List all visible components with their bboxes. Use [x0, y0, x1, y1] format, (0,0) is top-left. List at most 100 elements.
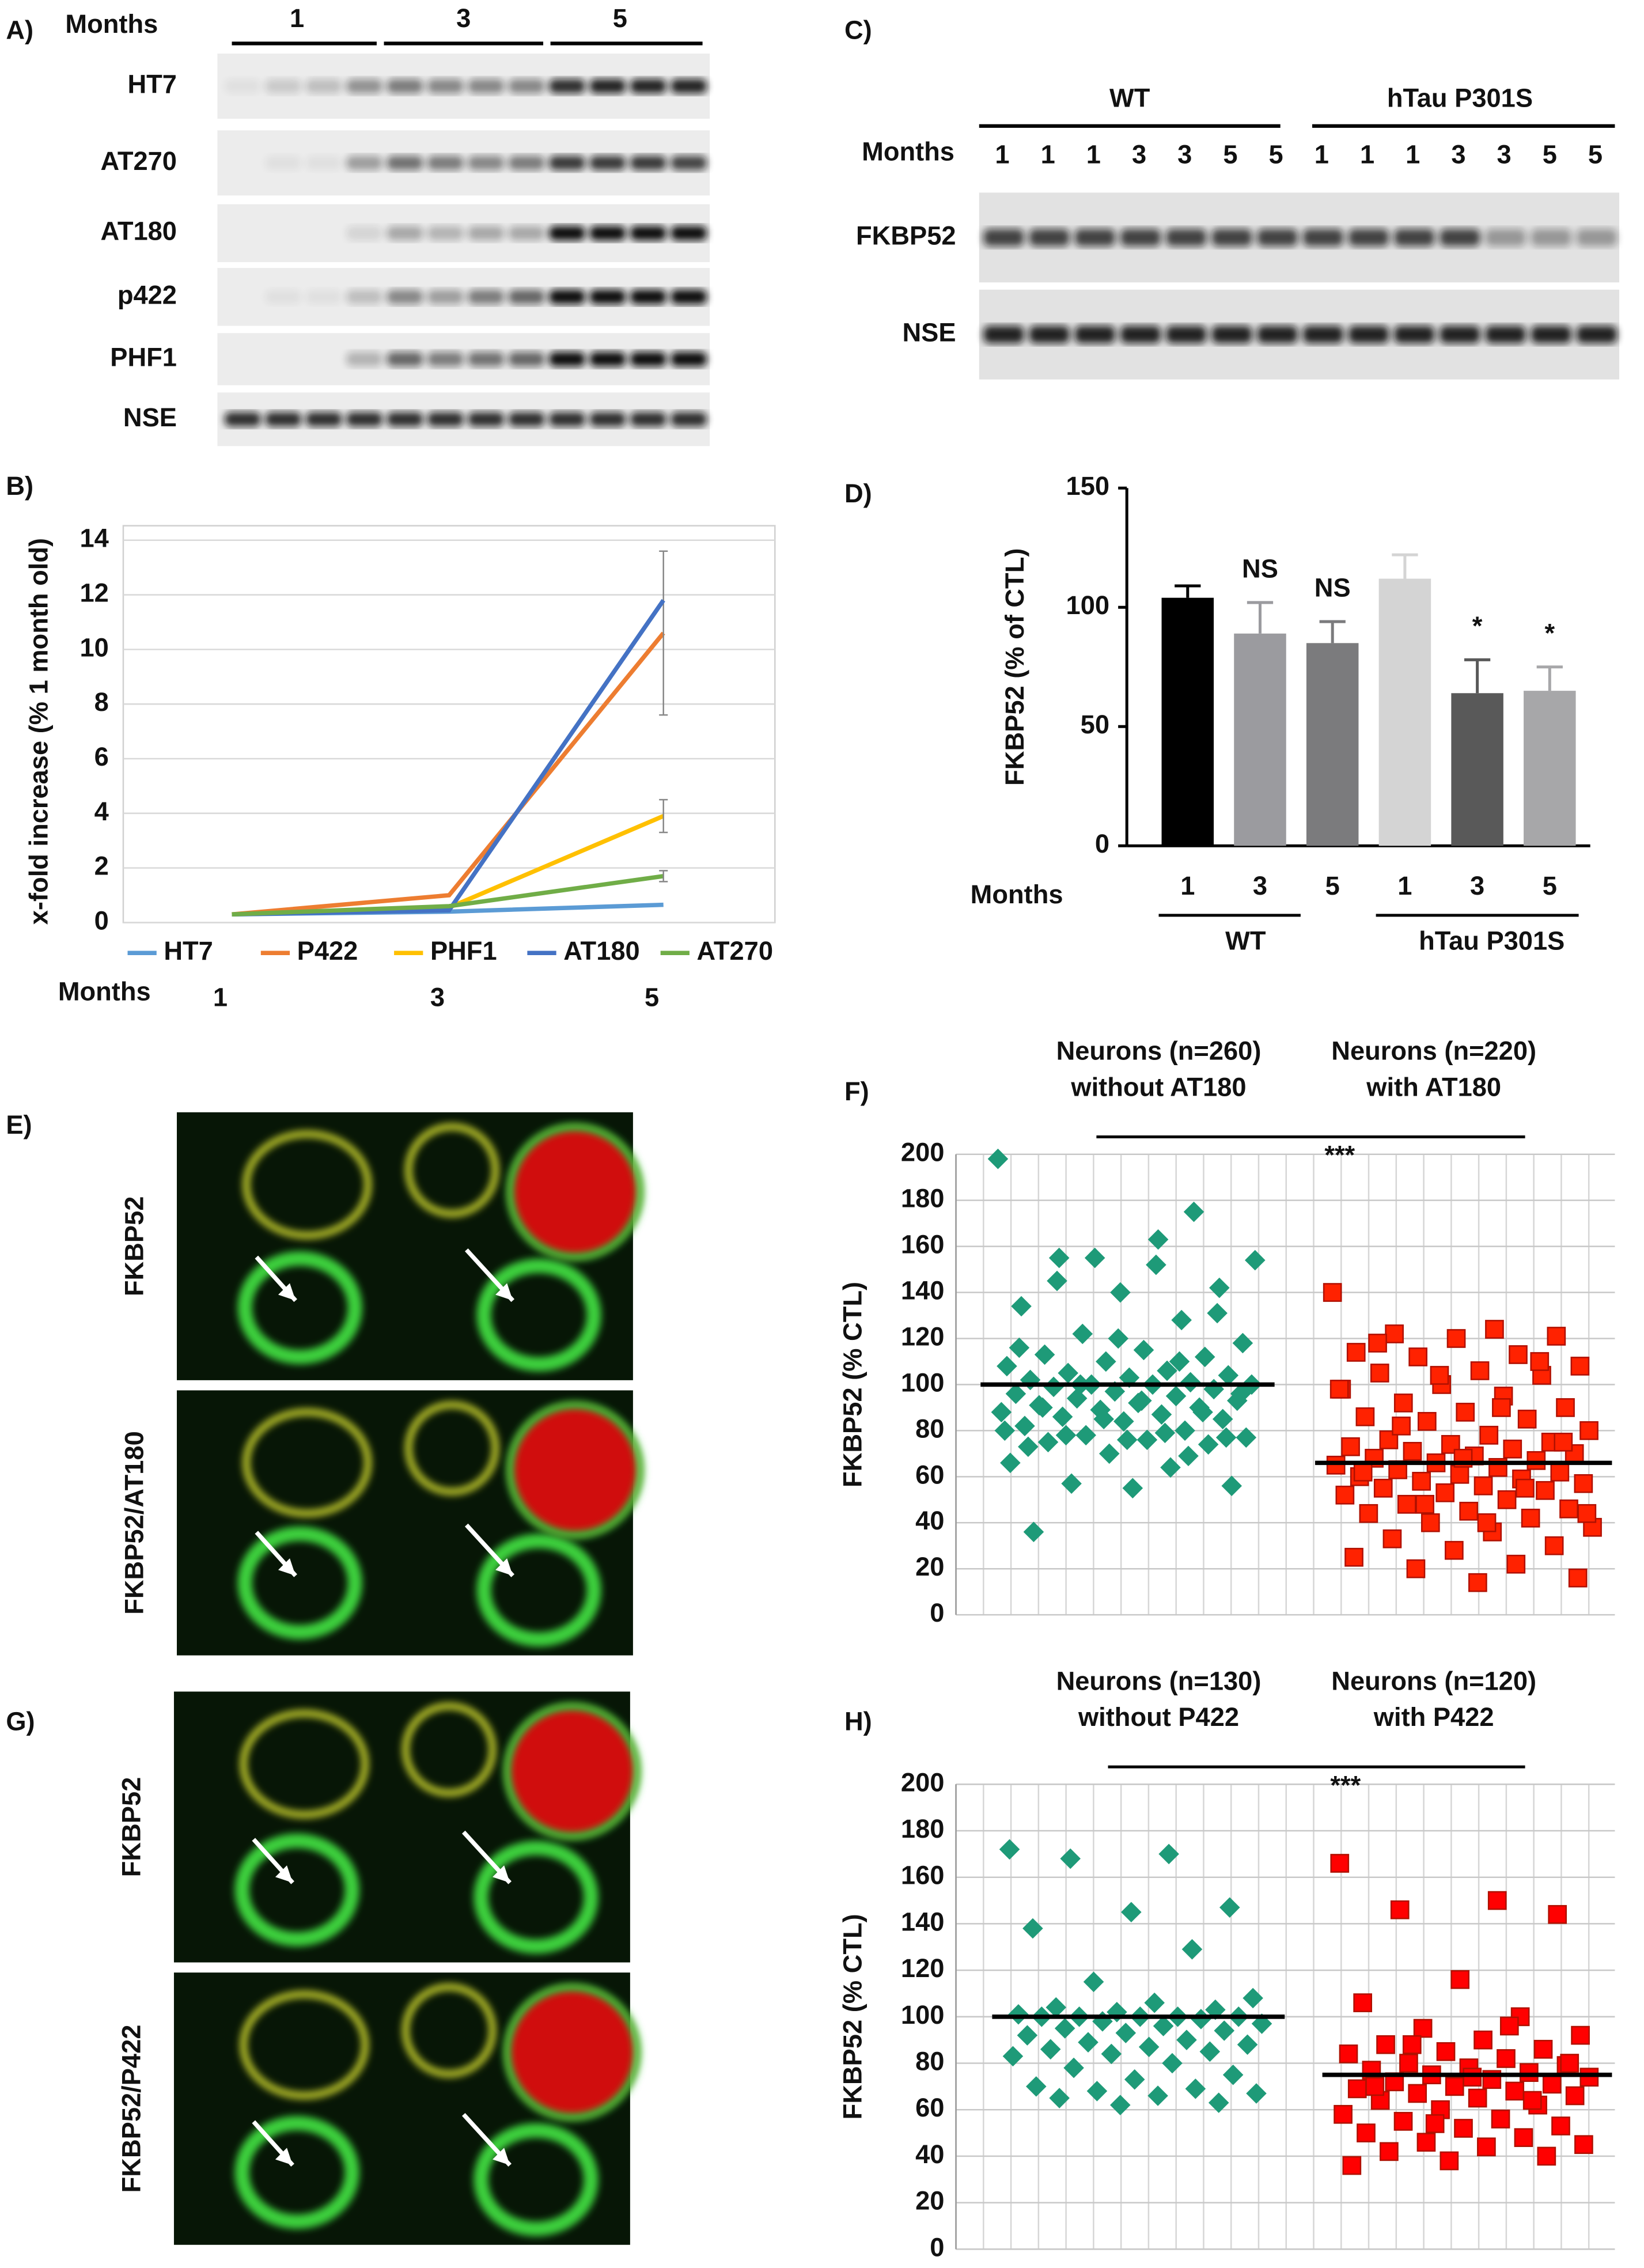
point [1169, 1351, 1190, 1372]
point [1000, 1452, 1021, 1474]
point [1335, 1485, 1355, 1505]
band [427, 79, 464, 94]
band [265, 289, 302, 304]
row-label: FKBP52 [856, 221, 956, 250]
lane-label: 3 [1132, 139, 1146, 169]
green-cell [401, 1702, 497, 1797]
band [549, 289, 585, 304]
point [1212, 1408, 1233, 1430]
point [1385, 1324, 1404, 1343]
point [1198, 1434, 1219, 1455]
point [1133, 1339, 1154, 1361]
plot-frame [122, 525, 776, 923]
band [508, 351, 545, 367]
band [589, 351, 626, 367]
green-cell [234, 2116, 359, 2229]
error-bar [1247, 601, 1274, 634]
band [305, 289, 342, 304]
point [994, 1420, 1016, 1441]
band [671, 289, 707, 304]
band [1074, 229, 1116, 247]
point [1222, 2064, 1244, 2085]
row-label: FKBP52/P422 [117, 2025, 146, 2193]
band [549, 412, 585, 427]
point [1180, 1372, 1201, 1393]
point [1084, 1247, 1105, 1269]
green-cell [243, 1408, 372, 1517]
green-cell [506, 1401, 644, 1539]
band [589, 79, 626, 94]
y-tick-label: 40 [915, 1506, 944, 1535]
panel-label: C) [844, 15, 872, 44]
row-label: AT270 [101, 146, 177, 176]
point [1330, 1854, 1350, 1873]
point [1473, 1476, 1493, 1495]
lane-label: 3 [1451, 139, 1465, 169]
band [983, 229, 1024, 247]
point [1477, 2137, 1496, 2157]
point [1440, 2151, 1459, 2171]
panel-label: B) [6, 471, 33, 501]
point [1450, 1464, 1469, 1484]
lane-label: 3 [1497, 139, 1512, 169]
point [1075, 1425, 1096, 1446]
point [1178, 1445, 1199, 1467]
point [1055, 1425, 1077, 1446]
band [1257, 229, 1298, 247]
group-label: without P422 [1078, 1702, 1239, 1732]
point [1005, 1383, 1026, 1404]
point [1353, 1462, 1373, 1482]
point [1144, 1992, 1165, 2013]
annotation: NS [1242, 554, 1278, 584]
row-label: FKBP52 [120, 1197, 149, 1297]
band [671, 156, 707, 171]
band [387, 289, 423, 304]
band [346, 289, 382, 304]
point [1078, 2032, 1098, 2053]
point [1034, 1344, 1055, 1365]
point [1399, 2054, 1418, 2073]
legend-label: P422 [297, 936, 358, 965]
lane-label: 5 [1223, 139, 1237, 169]
point [1040, 2039, 1061, 2060]
point [1122, 1478, 1143, 1499]
lane-label: 3 [1177, 139, 1192, 169]
point [1353, 1993, 1373, 2012]
group-label: hTau P301S [1387, 83, 1533, 112]
point [1533, 2039, 1553, 2059]
band [346, 412, 382, 427]
x-tick-label: 5 [1325, 871, 1340, 900]
point [1026, 2076, 1047, 2097]
bar [1524, 691, 1576, 846]
point [1232, 1332, 1253, 1354]
point [1406, 1559, 1426, 1578]
red-cell [507, 1706, 638, 1837]
point [1326, 1455, 1346, 1475]
band [1211, 229, 1252, 247]
point [1110, 1282, 1131, 1303]
point [1415, 1494, 1434, 1514]
green-cell [506, 1123, 644, 1261]
point [1537, 2146, 1556, 2166]
band [427, 289, 464, 304]
panel-label: G) [6, 1707, 35, 1736]
arrow-head [493, 1865, 510, 1883]
point [1436, 2042, 1456, 2061]
point [1046, 1997, 1067, 2018]
error-bar [1175, 584, 1201, 598]
y-tick-label: 6 [94, 742, 109, 771]
point [1162, 2053, 1183, 2074]
green-cell [404, 1401, 499, 1495]
point [1450, 1970, 1470, 1989]
point [1370, 1364, 1389, 1383]
point [1445, 1540, 1464, 1560]
band [387, 79, 423, 94]
lane-label: 1 [1406, 139, 1420, 169]
months-label: Months [862, 137, 954, 166]
legend-label: AT180 [563, 936, 639, 965]
band [630, 226, 666, 241]
point [1416, 2133, 1436, 2152]
legend-label: AT270 [697, 936, 773, 965]
y-tick-label: 0 [930, 2232, 944, 2262]
point [1209, 1277, 1230, 1298]
